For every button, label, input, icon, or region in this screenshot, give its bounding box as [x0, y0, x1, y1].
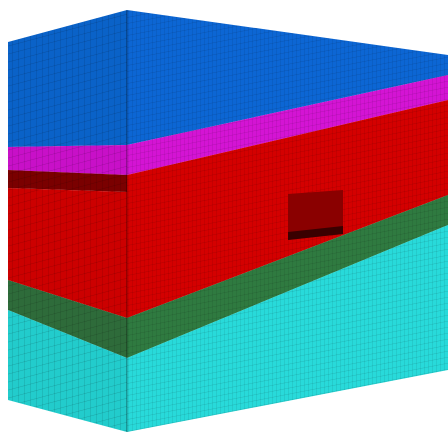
- cutout-shadow: [288, 226, 343, 240]
- right-grid: [127, 10, 448, 432]
- left-grid: [8, 10, 127, 432]
- left-face: [8, 10, 127, 432]
- right-face: [127, 10, 448, 432]
